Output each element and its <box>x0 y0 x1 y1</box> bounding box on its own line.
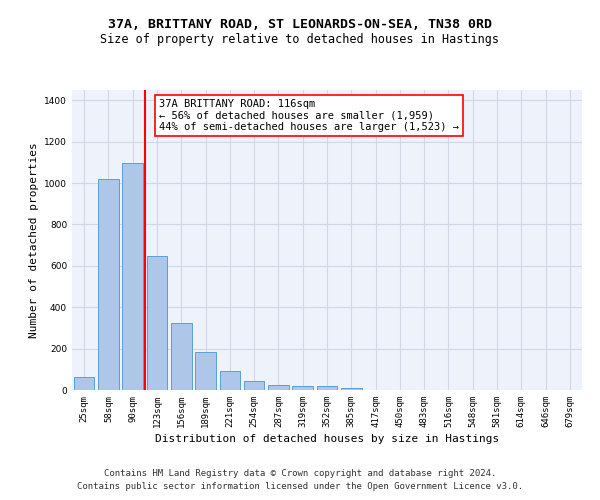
Text: 37A, BRITTANY ROAD, ST LEONARDS-ON-SEA, TN38 0RD: 37A, BRITTANY ROAD, ST LEONARDS-ON-SEA, … <box>108 18 492 30</box>
Bar <box>244 380 265 390</box>
Bar <box>98 179 119 390</box>
Bar <box>220 372 240 390</box>
Bar <box>317 386 337 390</box>
Text: Contains HM Land Registry data © Crown copyright and database right 2024.: Contains HM Land Registry data © Crown c… <box>104 468 496 477</box>
Bar <box>292 386 313 390</box>
Bar <box>341 388 362 390</box>
Bar <box>146 256 167 390</box>
X-axis label: Distribution of detached houses by size in Hastings: Distribution of detached houses by size … <box>155 434 499 444</box>
Bar <box>195 352 216 390</box>
Bar <box>122 164 143 390</box>
Y-axis label: Number of detached properties: Number of detached properties <box>29 142 38 338</box>
Bar <box>74 376 94 390</box>
Text: 37A BRITTANY ROAD: 116sqm
← 56% of detached houses are smaller (1,959)
44% of se: 37A BRITTANY ROAD: 116sqm ← 56% of detac… <box>158 99 459 132</box>
Text: Contains public sector information licensed under the Open Government Licence v3: Contains public sector information licen… <box>77 482 523 491</box>
Bar <box>171 323 191 390</box>
Text: Size of property relative to detached houses in Hastings: Size of property relative to detached ho… <box>101 32 499 46</box>
Bar <box>268 385 289 390</box>
